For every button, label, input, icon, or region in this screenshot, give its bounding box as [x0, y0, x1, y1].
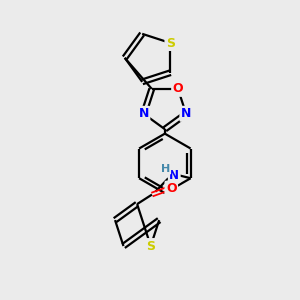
Text: S: S [146, 239, 155, 253]
Text: H: H [161, 164, 171, 174]
Text: N: N [139, 107, 149, 120]
Text: O: O [173, 82, 183, 95]
Text: O: O [166, 182, 177, 195]
Text: N: N [181, 107, 191, 120]
Text: N: N [169, 169, 179, 182]
Text: S: S [166, 37, 175, 50]
